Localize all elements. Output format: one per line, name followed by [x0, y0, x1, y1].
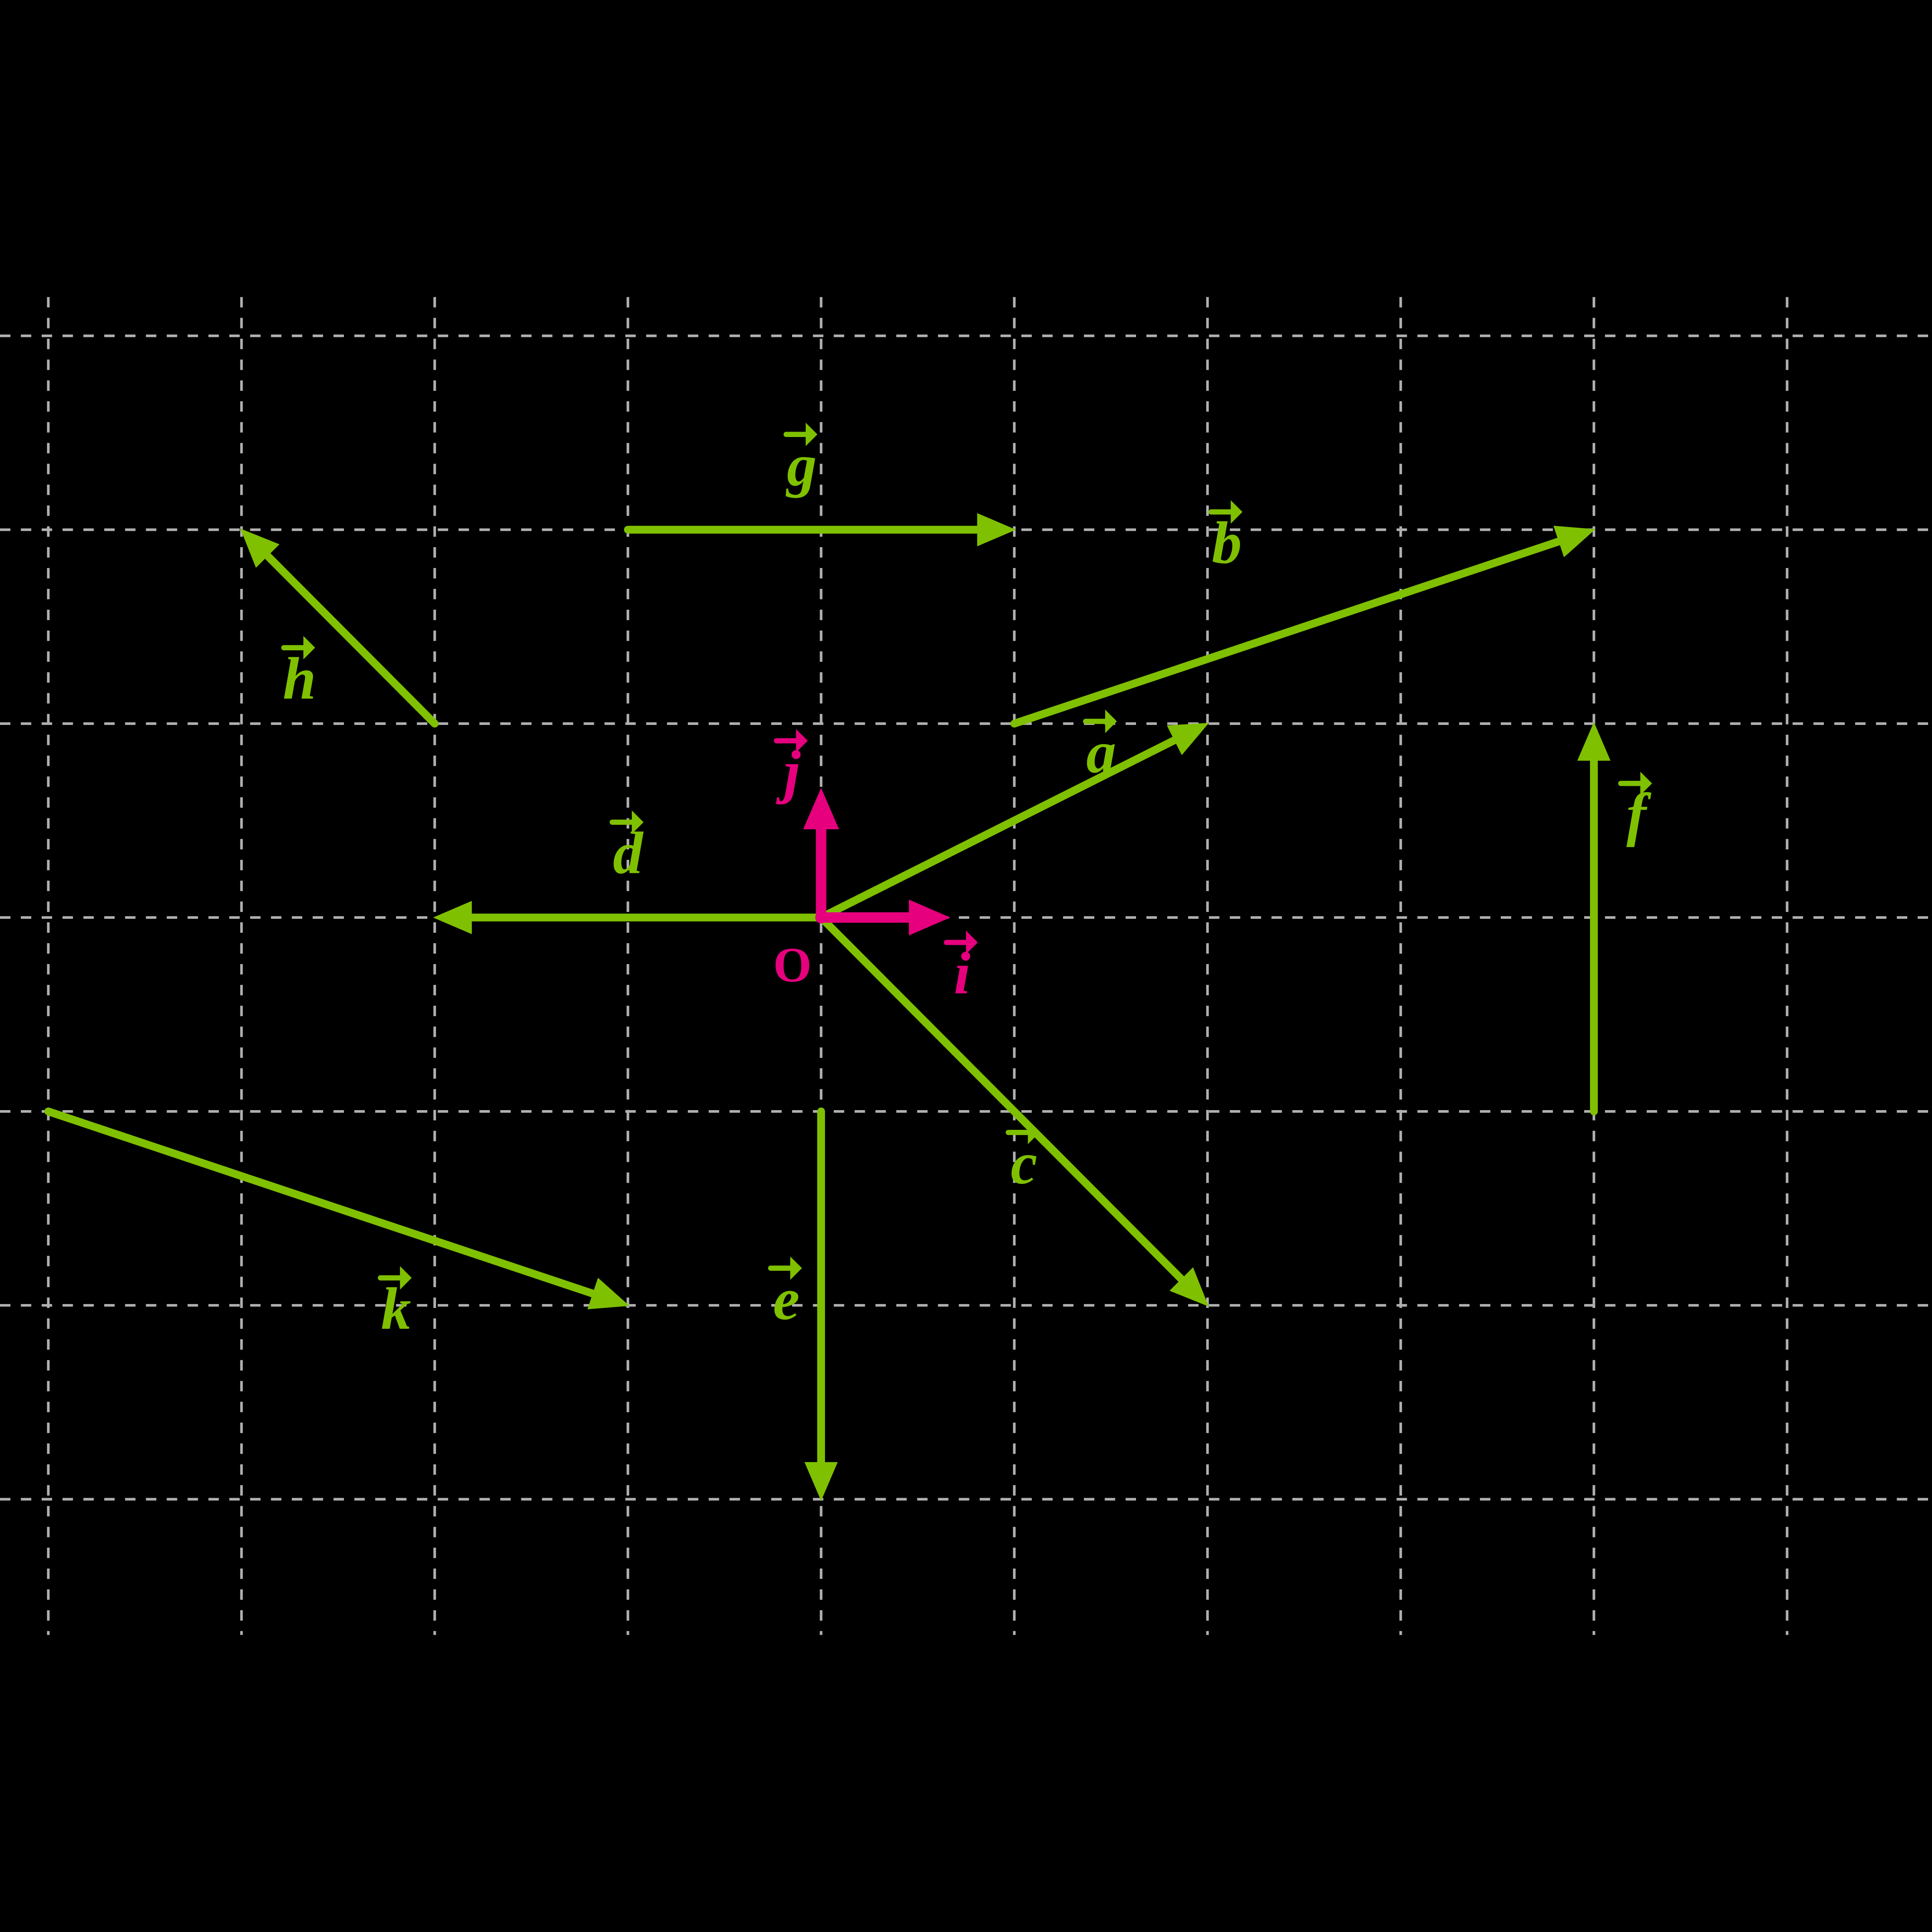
label-g-text: g	[786, 432, 817, 498]
label-d: d	[612, 810, 644, 886]
label-e-text: e	[773, 1266, 800, 1332]
label-e: e	[771, 1257, 802, 1332]
label-b: b	[1211, 500, 1243, 576]
origin-dot	[816, 912, 827, 923]
label-k-text: k	[381, 1276, 411, 1342]
label-k: k	[381, 1266, 412, 1342]
label-a: a	[1086, 710, 1117, 786]
label-a-text: a	[1086, 719, 1116, 786]
label-c-text: c	[1011, 1130, 1037, 1197]
label-b-text: b	[1212, 510, 1242, 576]
label-c: c	[1009, 1121, 1040, 1196]
label-d-text: d	[613, 820, 644, 886]
origin-label: O	[773, 937, 812, 992]
label-g: g	[786, 423, 817, 498]
vector-diagram: abcdefghkijO	[0, 0, 1932, 1932]
label-h: h	[283, 636, 316, 712]
label-h-text: h	[283, 645, 316, 712]
